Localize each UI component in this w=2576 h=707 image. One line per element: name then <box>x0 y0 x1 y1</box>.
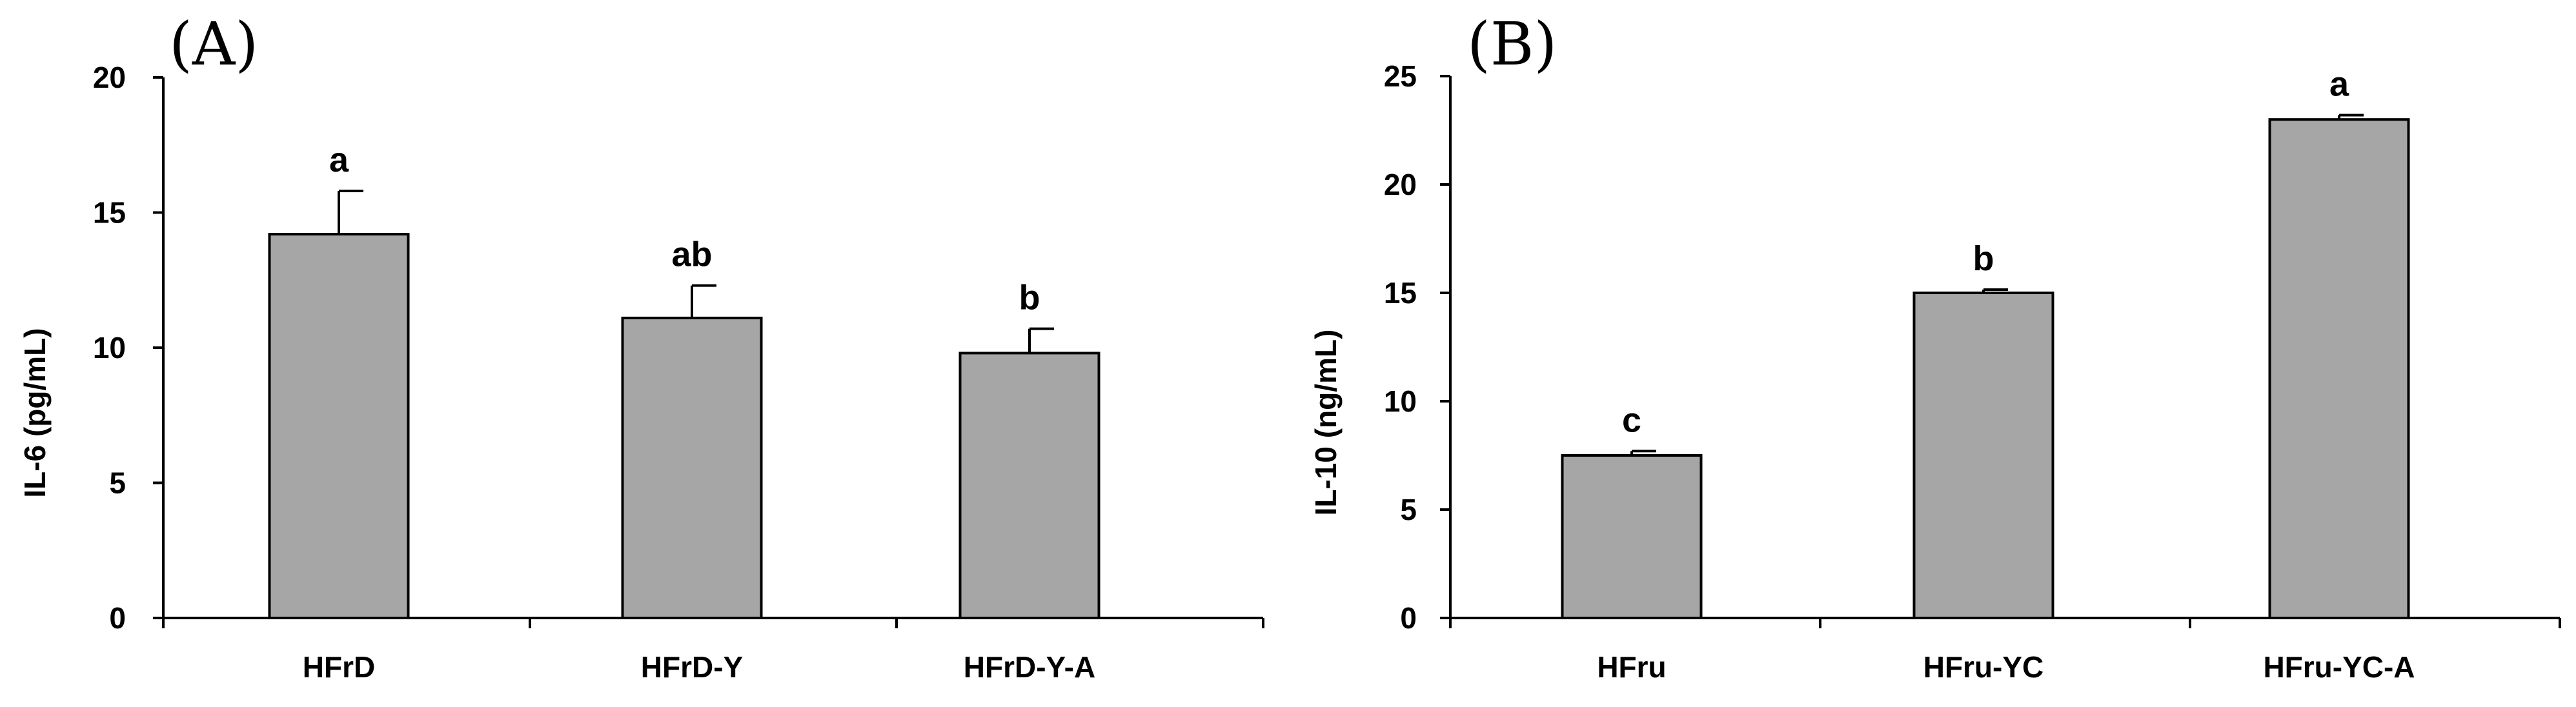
bar <box>1561 454 1703 619</box>
bar <box>1912 292 2054 619</box>
y-tick-label: 0 <box>109 601 126 635</box>
category-label: HFrD-Y-A <box>964 650 1095 684</box>
y-tick-label: 5 <box>1400 493 1417 526</box>
y-tick-label: 25 <box>1384 59 1417 93</box>
bar <box>621 316 763 619</box>
category-label-group: HFru HFru-YC HFru-YC-A <box>1597 650 2415 684</box>
bar <box>268 233 410 619</box>
y-axis-title: IL-10 (ng/mL) <box>1309 330 1343 516</box>
y-tick-label: 20 <box>1384 168 1417 201</box>
y-tick-label: 0 <box>1400 601 1417 635</box>
category-label: HFru <box>1597 650 1666 684</box>
panel-label: (B) <box>1467 10 1557 79</box>
panel-label: (A) <box>169 10 258 79</box>
y-tick-label: 20 <box>93 61 126 94</box>
category-label-group: HFrD HFrD-Y HFrD-Y-A <box>303 650 1095 684</box>
y-tick-group: 0 5 10 15 20 <box>93 61 163 635</box>
category-label: HFru-YC <box>1923 650 2044 684</box>
significance-label: ab <box>671 235 712 274</box>
y-tick-label: 10 <box>93 331 126 364</box>
category-label: HFrD-Y <box>641 650 743 684</box>
y-tick-group: 0 5 10 15 20 25 <box>1384 59 1450 635</box>
bar <box>958 352 1100 619</box>
category-label: HFru-YC-A <box>2263 650 2415 684</box>
bar-group <box>1561 118 2410 619</box>
error-bar-group <box>1630 114 2364 455</box>
category-label: HFrD <box>303 650 375 684</box>
y-tick-label: 5 <box>109 466 126 500</box>
significance-label-group: c b a <box>1622 65 2349 439</box>
y-tick-label: 15 <box>93 196 126 230</box>
significance-label: b <box>1019 279 1040 317</box>
significance-label: b <box>1973 239 1994 278</box>
significance-label: c <box>1622 401 1641 439</box>
chart-panel-a: (A) IL-6 (pg/mL) a ab b 0 5 10 15 20 HFrD HFrD-… <box>18 10 1264 684</box>
y-tick-label: 15 <box>1384 276 1417 310</box>
y-tick-label: 10 <box>1384 384 1417 418</box>
error-bar-group <box>338 189 1054 354</box>
bar <box>2268 118 2410 619</box>
significance-label: a <box>329 141 349 179</box>
significance-label: a <box>2329 65 2349 103</box>
y-axis-title: IL-6 (pg/mL) <box>18 328 52 497</box>
bar-group <box>268 233 1100 619</box>
significance-label-group: a ab b <box>329 141 1040 317</box>
